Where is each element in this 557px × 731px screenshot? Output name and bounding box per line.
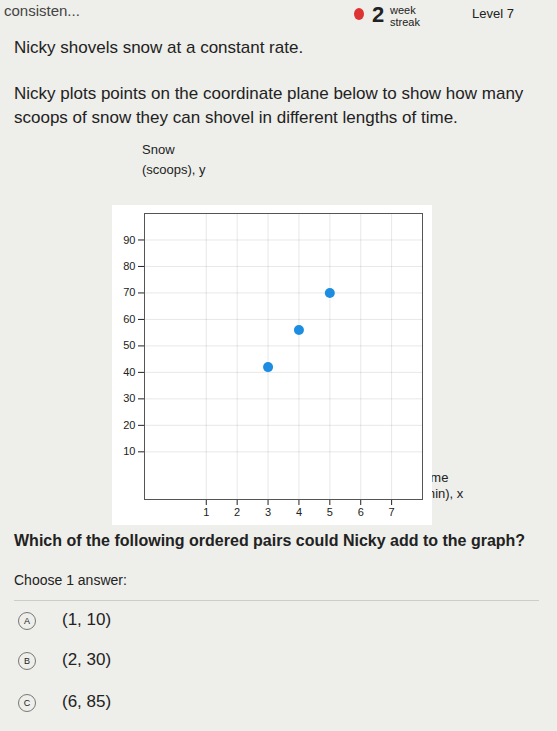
html-text:(2, 30): (2, 30) — [62, 650, 112, 669]
svg-text:2: 2 — [234, 506, 240, 518]
svg-text:5: 5 — [327, 506, 333, 518]
html-text:consisten...: consisten... — [4, 2, 80, 19]
html-text:B: B — [24, 655, 30, 666]
svg-text:90: 90 — [123, 234, 135, 246]
html-text:Level 7: Level 7 — [472, 6, 514, 21]
html-text:Snow (scoops), y: Snow (scoops), y — [142, 142, 206, 177]
html-text:Nicky plots points on the coor: Nicky plots points on the coordinate pla… — [14, 84, 524, 127]
html-text:Time (min), x: Time (min), x — [420, 470, 464, 501]
svg-text:20: 20 — [123, 419, 135, 431]
svg-text:3: 3 — [265, 506, 271, 518]
svg-text:1: 1 — [203, 506, 209, 518]
svg-text:60: 60 — [123, 313, 135, 325]
svg-text:6: 6 — [358, 506, 364, 518]
html-text:2: 2 — [372, 2, 385, 27]
html-text:A: A — [24, 615, 30, 626]
html-text:Which of the following ordered: Which of the following ordered pairs cou… — [14, 532, 526, 549]
html-text:C: C — [23, 697, 31, 708]
svg-text:10: 10 — [123, 445, 135, 457]
html-text:Choose 1 answer:: Choose 1 answer: — [14, 572, 127, 588]
svg-text:40: 40 — [123, 366, 135, 378]
svg-text:7: 7 — [389, 506, 395, 518]
svg-text:30: 30 — [123, 392, 135, 404]
html-text:(1, 10): (1, 10) — [62, 610, 112, 629]
svg-text:70: 70 — [123, 286, 135, 298]
html-text:(6, 85): (6, 85) — [62, 692, 112, 711]
svg-text:80: 80 — [123, 260, 135, 272]
svg-text:50: 50 — [123, 339, 135, 351]
svg-text:4: 4 — [296, 506, 302, 518]
html-text:Nicky shovels snow at a consta: Nicky shovels snow at a constant rate. — [14, 38, 304, 57]
html-text:week streak: week streak — [390, 4, 420, 28]
